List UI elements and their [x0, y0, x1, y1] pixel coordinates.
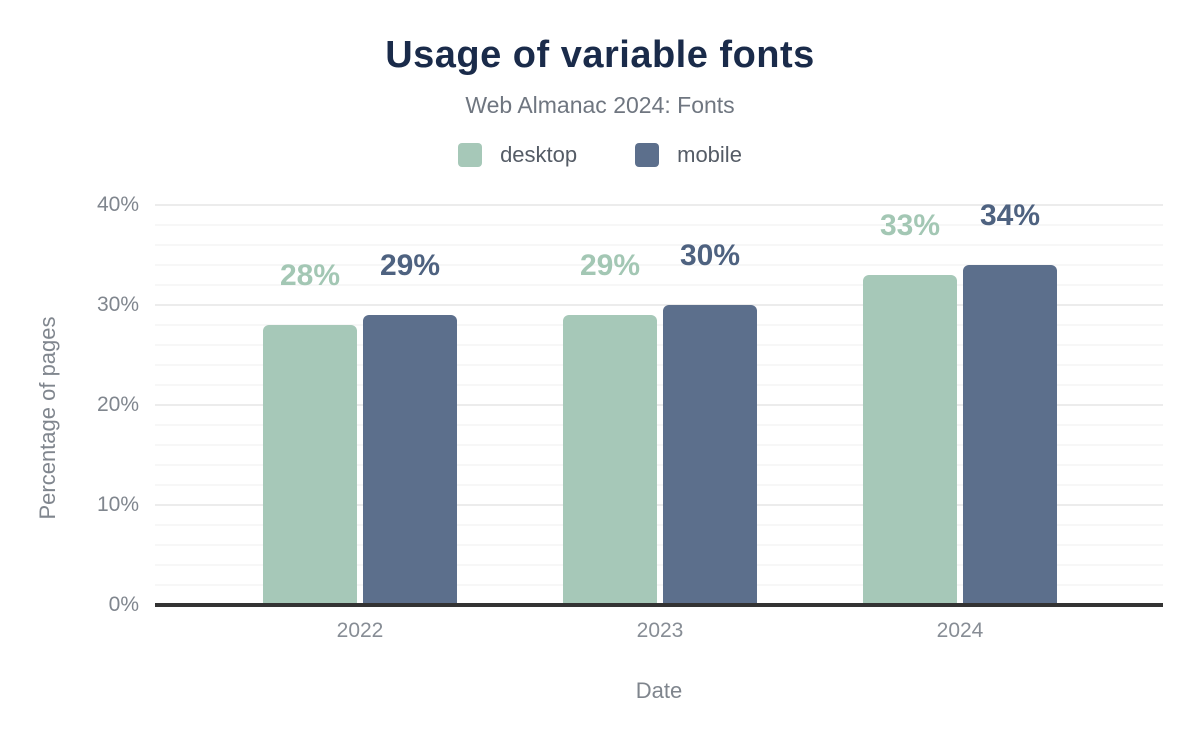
gridline-minor-36 [155, 244, 1163, 246]
x-axis-baseline [155, 603, 1163, 607]
y-tick-0: 0% [108, 593, 139, 616]
value-label-desktop-2023: 29% [579, 249, 641, 282]
bar-desktop-2023[interactable] [563, 315, 657, 605]
x-axis-title: Date [635, 678, 683, 703]
gridline-minor-18 [155, 424, 1163, 426]
gridline-minor-24 [155, 364, 1163, 366]
legend-item-mobile[interactable]: mobile [635, 142, 742, 168]
legend-swatch-mobile [635, 143, 660, 167]
gridline-major-10 [155, 504, 1163, 506]
gridline-minor-6 [155, 544, 1163, 546]
gridline-major-40 [155, 204, 1163, 206]
gridline-minor-4 [155, 564, 1163, 566]
chart-subtitle: Web Almanac 2024: Fonts [465, 92, 735, 118]
bar-mobile-2023[interactable] [663, 305, 757, 605]
gridline-minor-22 [155, 384, 1163, 386]
value-label-desktop-2022: 28% [279, 259, 341, 292]
bar-desktop-2024[interactable] [863, 275, 957, 605]
gridline-minor-38 [155, 224, 1163, 226]
x-tick-2023: 2023 [636, 619, 684, 642]
value-label-mobile-2023: 30% [679, 239, 741, 272]
gridline-minor-2 [155, 584, 1163, 586]
plot-area: 0% 10% 20% 30% 40% 2022 28% 29% 2023 29% 30% 2024 33… [97, 193, 1163, 642]
value-label-mobile-2022: 29% [379, 249, 441, 282]
y-axis-title: Percentage of pages [35, 316, 60, 520]
y-tick-10: 10% [96, 493, 139, 516]
legend-label-desktop: desktop [500, 142, 578, 167]
chart-title: Usage of variable fonts [385, 34, 815, 76]
gridline-minor-12 [155, 484, 1163, 486]
value-label-desktop-2024: 33% [879, 209, 941, 242]
legend-label-mobile: mobile [677, 142, 742, 167]
y-tick-30: 30% [96, 293, 139, 316]
gridline-major-30 [155, 304, 1163, 306]
gridline-major-20 [155, 404, 1163, 406]
x-tick-2024: 2024 [936, 619, 984, 642]
gridline-minor-34 [155, 264, 1163, 266]
gridline-minor-28 [155, 324, 1163, 326]
value-label-mobile-2024: 34% [979, 199, 1041, 232]
y-tick-20: 20% [96, 393, 139, 416]
y-tick-40: 40% [96, 193, 139, 216]
bar-desktop-2022[interactable] [263, 325, 357, 605]
legend-item-desktop[interactable]: desktop [458, 142, 577, 168]
legend: desktop mobile [0, 142, 1200, 168]
bar-mobile-2024[interactable] [963, 265, 1057, 605]
gridline-minor-8 [155, 524, 1163, 526]
x-tick-2022: 2022 [336, 619, 384, 642]
gridline-minor-16 [155, 444, 1163, 446]
gridline-minor-32 [155, 284, 1163, 286]
bar-mobile-2022[interactable] [363, 315, 457, 605]
legend-swatch-desktop [458, 143, 483, 167]
gridline-minor-14 [155, 464, 1163, 466]
gridline-minor-26 [155, 344, 1163, 346]
